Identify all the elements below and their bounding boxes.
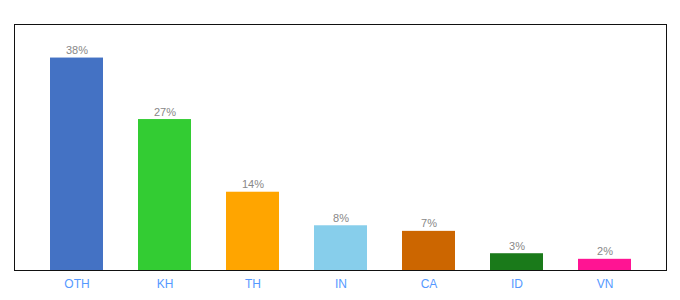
svg-text:3%: 3% [509, 240, 525, 252]
svg-text:2%: 2% [597, 245, 613, 257]
svg-text:IN: IN [335, 277, 347, 291]
svg-text:OTH: OTH [64, 277, 89, 291]
svg-text:7%: 7% [421, 217, 437, 229]
svg-text:KH: KH [157, 277, 174, 291]
svg-text:8%: 8% [333, 212, 349, 224]
svg-text:38%: 38% [66, 44, 88, 56]
svg-text:ID: ID [511, 277, 523, 291]
svg-text:CA: CA [421, 277, 438, 291]
svg-text:VN: VN [597, 277, 614, 291]
svg-text:TH: TH [245, 277, 261, 291]
svg-text:27%: 27% [154, 106, 176, 118]
svg-text:14%: 14% [242, 178, 264, 190]
